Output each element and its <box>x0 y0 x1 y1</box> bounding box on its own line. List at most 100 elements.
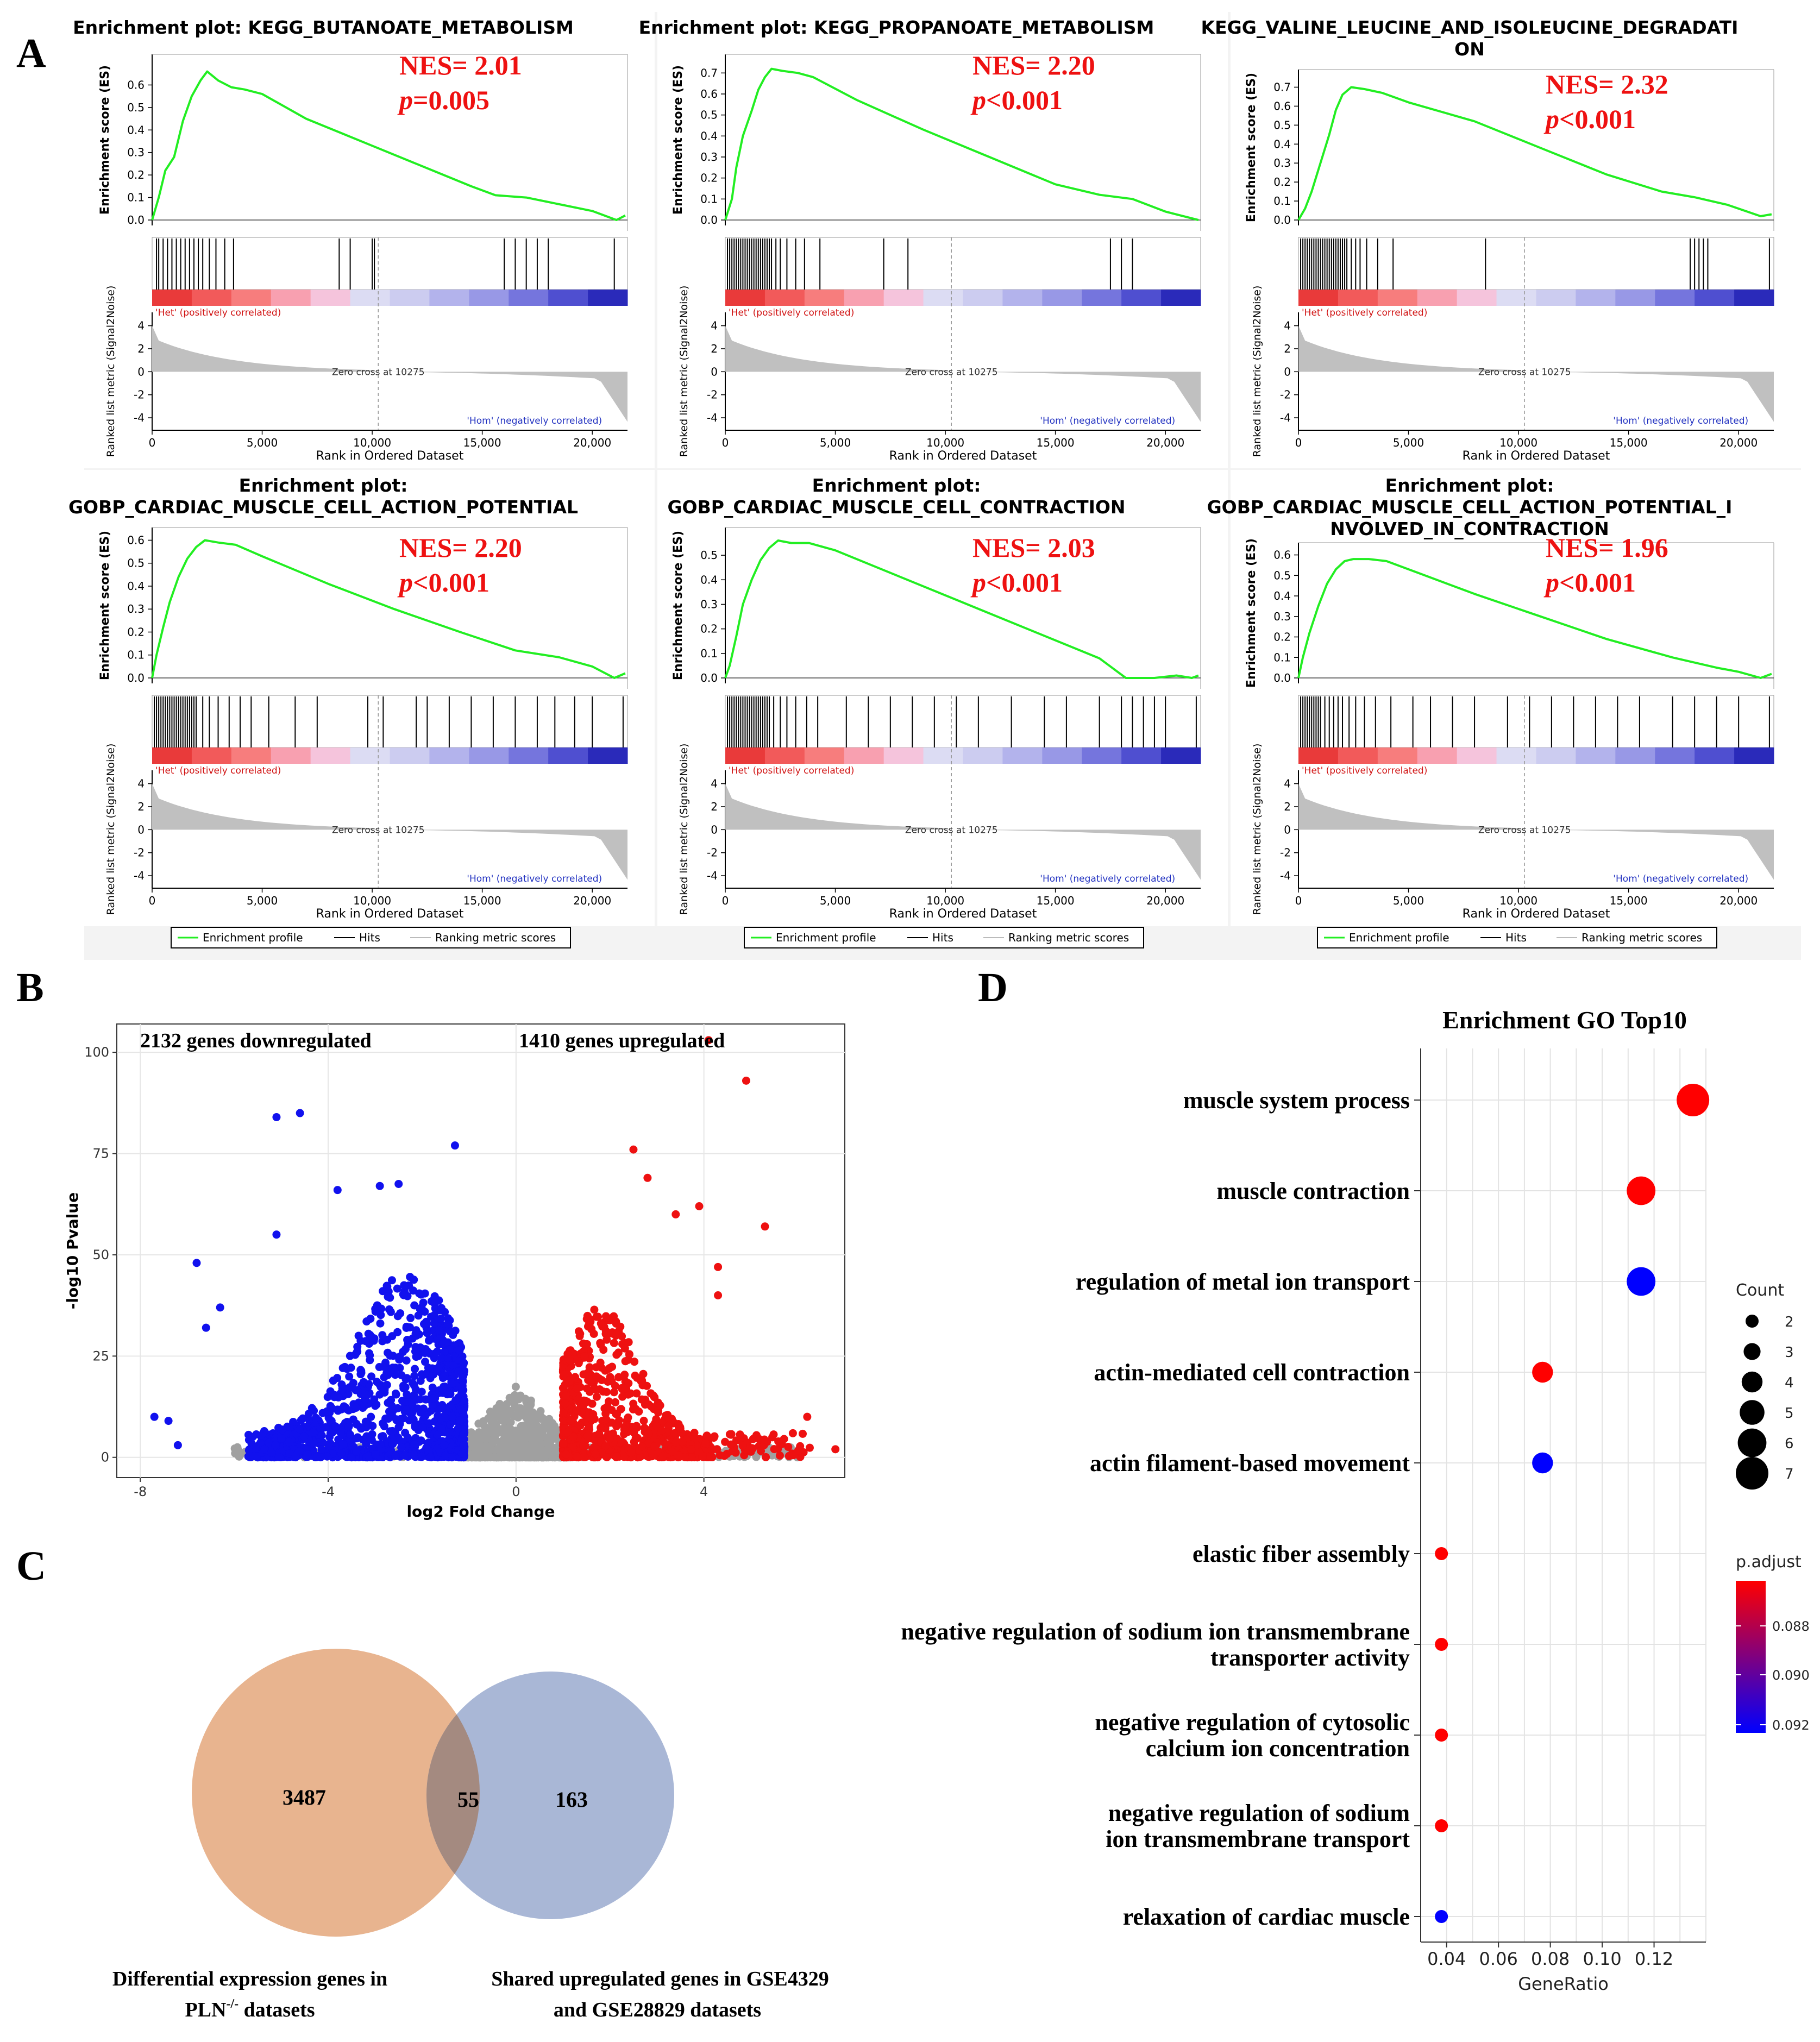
rank-color-segment <box>390 290 430 306</box>
volcano-point-up <box>576 1421 585 1430</box>
es-axis-label: Enrichment score (ES) <box>671 531 685 680</box>
volcano-x-tick-label: -4 <box>322 1484 335 1499</box>
volcano-plot-area <box>116 1023 845 1478</box>
go-x-axis-label: GeneRatio <box>1518 1974 1609 1994</box>
es-tick-label: 0.2 <box>127 168 145 181</box>
positive-label: 'Het' (positively correlated) <box>1302 765 1427 776</box>
volcano-point-ns <box>505 1393 514 1402</box>
rank-color-segment <box>231 747 272 764</box>
volcano-point-up <box>639 1369 648 1378</box>
go-plot-area <box>1421 1048 1706 1942</box>
es-axis-label: Enrichment score (ES) <box>98 65 112 215</box>
count-legend-dot <box>1740 1400 1765 1425</box>
volcano-point-up <box>757 1447 765 1455</box>
padj-tick-label: 0.090 <box>1772 1668 1810 1683</box>
metric-tick-label: -4 <box>1280 869 1291 882</box>
volcano-point-up <box>627 1449 636 1457</box>
metric-tick-label: 0 <box>137 823 145 836</box>
volcano-point-up <box>661 1439 669 1448</box>
p-symbol: p <box>397 567 413 598</box>
volcano-point-down <box>300 1432 309 1441</box>
volcano-point-up <box>644 1429 653 1438</box>
x-tick-label: 10,000 <box>353 436 391 449</box>
volcano-point-down <box>321 1423 330 1431</box>
volcano-point-down <box>440 1441 448 1449</box>
volcano-point-ns <box>518 1442 526 1450</box>
go-term-label: actin-mediated cell contraction <box>1094 1359 1410 1386</box>
rank-color-segment <box>548 290 588 306</box>
metric-tick-label: -4 <box>707 411 718 424</box>
x-tick-label: 15,000 <box>463 894 501 907</box>
volcano-point-ns <box>516 1391 525 1400</box>
es-tick-label: 0.6 <box>700 87 718 100</box>
volcano-point-down <box>417 1303 426 1312</box>
volcano-point-down <box>448 1453 456 1462</box>
metric-tick-label: -4 <box>707 869 718 882</box>
go-term-dot <box>1435 1910 1448 1923</box>
volcano-point-down <box>353 1434 361 1443</box>
volcano-point-ns <box>511 1383 520 1391</box>
count-legend-label: 7 <box>1785 1466 1794 1482</box>
p-value: <0.001 <box>1559 104 1636 134</box>
volcano-point-up <box>596 1358 605 1367</box>
volcano-point-ns <box>503 1424 512 1433</box>
rank-color-segment <box>844 290 884 306</box>
volcano-point-ns <box>470 1434 479 1443</box>
volcano-point-ns <box>498 1404 507 1413</box>
metric-axis-label: Ranked list metric (Signal2Noise) <box>1251 286 1263 457</box>
volcano-point-down <box>267 1449 275 1457</box>
nes-label: NES= 2.20 <box>399 532 522 563</box>
metric-tick-label: -2 <box>1280 846 1291 859</box>
venn-left-caption-suffix: datasets <box>239 1999 315 2021</box>
volcano-point-down <box>344 1423 353 1431</box>
zero-cross-label: Zero cross at 10275 <box>332 367 425 378</box>
volcano-point-up <box>601 1312 610 1321</box>
volcano-point-down <box>403 1335 412 1344</box>
x-axis-label: Rank in Ordered Dataset <box>316 449 464 463</box>
volcano-point-down <box>340 1402 348 1411</box>
volcano-point-up <box>620 1453 629 1461</box>
volcano-point-up <box>620 1344 629 1353</box>
metric-axis-label: Ranked list metric (Signal2Noise) <box>105 744 117 915</box>
volcano-point-down <box>455 1416 464 1425</box>
gsea-panel-5: Enrichment plot:GOBP_CARDIAC_MUSCLE_CELL… <box>657 470 1228 948</box>
x-tick-label: 5,000 <box>247 894 278 907</box>
volcano-point-down <box>445 1428 454 1436</box>
volcano-point-up <box>769 1430 778 1439</box>
volcano-point-up <box>647 1389 655 1398</box>
volcano-point-down <box>329 1377 337 1385</box>
volcano-point-up <box>636 1453 645 1461</box>
x-tick-label: 0 <box>722 894 729 907</box>
rank-color-segment <box>1496 747 1536 764</box>
volcano-point-down <box>352 1447 361 1456</box>
positive-label: 'Het' (positively correlated) <box>729 307 854 318</box>
volcano-point-down <box>425 1419 434 1428</box>
volcano-point-up <box>580 1453 588 1461</box>
nes-label: NES= 1.96 <box>1546 532 1668 563</box>
nes-label: NES= 2.20 <box>972 50 1095 80</box>
volcano-point-down <box>433 1431 442 1440</box>
rank-color-segment <box>725 747 765 764</box>
metric-tick-label: 2 <box>711 342 718 355</box>
go-x-tick-label: 0.08 <box>1531 1949 1570 1969</box>
volcano-point-down <box>408 1379 417 1387</box>
volcano-point-down <box>311 1413 320 1422</box>
volcano-point-up <box>657 1426 666 1435</box>
go-term-label: actin filament-based movement <box>1090 1450 1410 1476</box>
rank-color-segment <box>429 747 469 764</box>
es-tick-label: 0.3 <box>700 150 718 164</box>
nes-label: NES= 2.32 <box>1546 69 1668 99</box>
rank-color-segment <box>509 747 549 764</box>
negative-label: 'Hom' (negatively correlated) <box>467 416 602 426</box>
volcano-point-ns <box>482 1442 491 1450</box>
volcano-point-up <box>592 1372 601 1381</box>
es-tick-label: 0.1 <box>700 647 718 660</box>
volcano-point-up <box>798 1429 807 1438</box>
volcano-point-up <box>569 1432 578 1441</box>
positive-label: 'Het' (positively correlated) <box>155 307 281 318</box>
x-tick-label: 20,000 <box>573 436 611 449</box>
metric-tick-label: 2 <box>1284 800 1291 813</box>
volcano-point-down <box>286 1423 294 1431</box>
es-tick-label: 0.0 <box>700 671 718 684</box>
volcano-point-up <box>601 1442 610 1450</box>
